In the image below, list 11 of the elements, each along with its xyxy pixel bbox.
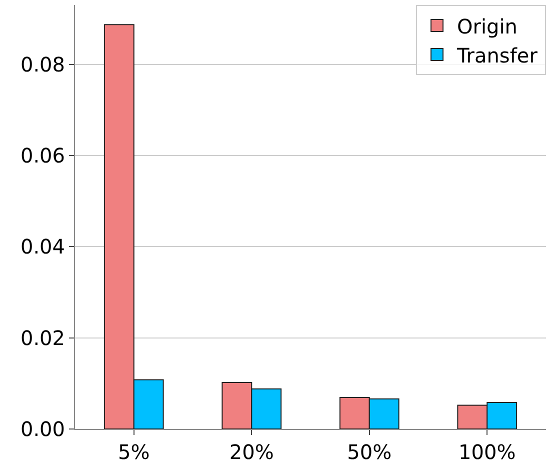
x-tick-label: 20%: [229, 440, 274, 464]
legend-label: Transfer: [456, 43, 538, 68]
y-tick-label: 0.04: [20, 234, 65, 259]
y-tick-label: 0.00: [20, 417, 65, 441]
y-tick-label: 0.08: [20, 52, 65, 76]
x-tick-label: 5%: [118, 440, 150, 464]
y-tick-label: 0.02: [20, 326, 65, 350]
legend-label: Origin: [457, 14, 518, 38]
x-tick-label: 50%: [347, 440, 392, 464]
y-tick-label: 0.06: [20, 143, 65, 168]
x-tick-label: 100%: [458, 440, 516, 464]
